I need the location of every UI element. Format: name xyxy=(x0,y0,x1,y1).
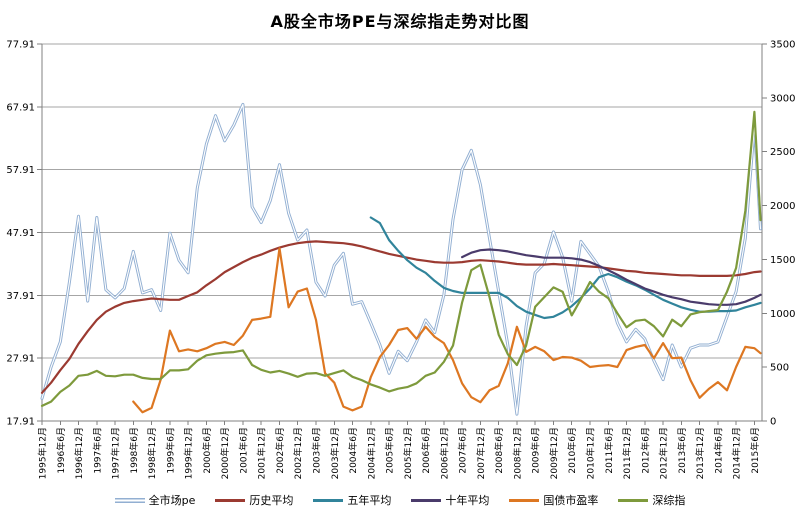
legend-item-hist-avg: 历史平均 xyxy=(215,492,293,508)
x-axis-label: 1998年12月 xyxy=(146,427,158,479)
x-axis-label: 2008年12月 xyxy=(511,427,523,479)
x-axis-label: 2007年6月 xyxy=(457,427,469,474)
x-axis-label: 2004年6月 xyxy=(347,427,359,474)
x-axis-label: 1995年12月 xyxy=(37,427,49,479)
series-line-avg-5y xyxy=(369,216,762,320)
x-axis-label: 2015年6月 xyxy=(749,427,761,474)
x-axis-label: 2007年12月 xyxy=(475,427,487,479)
left-axis-label: 37.91 xyxy=(6,291,35,302)
x-axis-label: 2014年6月 xyxy=(712,427,724,474)
left-axis-label: 57.91 xyxy=(6,165,35,176)
x-axis-label: 1996年12月 xyxy=(73,427,85,479)
x-axis-label: 2003年12月 xyxy=(329,427,341,479)
x-axis-label: 2012年12月 xyxy=(658,427,670,479)
x-axis-label: 2001年6月 xyxy=(237,427,249,474)
legend-label-bond-pe: 国债市盈率 xyxy=(543,494,599,507)
legend-swatch-avg-10y xyxy=(411,498,442,502)
right-axis-label: 1000 xyxy=(770,309,795,320)
right-axis-label: 2500 xyxy=(770,147,795,158)
x-axis-label: 1999年12月 xyxy=(183,427,195,479)
x-axis-label: 1999年6月 xyxy=(164,427,176,474)
series-line-market-pe-inner xyxy=(41,103,762,415)
legend-item-avg-10y: 十年平均 xyxy=(411,492,489,508)
left-axis-label: 77.91 xyxy=(6,40,35,51)
x-axis-label: 2010年12月 xyxy=(585,427,597,479)
legend-swatch-avg-5y xyxy=(313,498,344,502)
x-axis-label: 2002年12月 xyxy=(292,427,304,479)
x-axis-label: 2006年12月 xyxy=(438,427,450,479)
x-axis-label: 2009年12月 xyxy=(548,427,560,479)
x-axis-label: 2005年6月 xyxy=(384,427,396,474)
legend-label-market-pe: 全市场pe xyxy=(148,494,196,507)
legend-label-szcomp: 深综指 xyxy=(652,494,686,507)
legend-swatch-szcomp xyxy=(618,498,649,502)
x-axis-label: 1997年12月 xyxy=(110,427,122,479)
x-axis-label: 2001年12月 xyxy=(256,427,268,479)
x-axis-label: 2008年6月 xyxy=(493,427,505,474)
x-axis-label: 2013年12月 xyxy=(694,427,706,479)
x-axis-label: 2011年12月 xyxy=(621,427,633,479)
legend-swatch-market-pe xyxy=(114,497,145,503)
series-line-szcomp xyxy=(40,110,762,407)
legend-item-market-pe: 全市场pe xyxy=(114,492,196,508)
right-axis-label: 2000 xyxy=(770,201,795,212)
x-axis-label: 1996年6月 xyxy=(55,427,67,474)
x-axis-label: 2006年6月 xyxy=(420,427,432,474)
legend-item-szcomp: 深综指 xyxy=(618,492,685,508)
chart-title: A股全市场PE与深综指走势对比图 xyxy=(270,12,530,31)
x-axis-label: 2005年12月 xyxy=(402,427,414,479)
x-axis-label: 2000年6月 xyxy=(201,427,213,474)
legend-swatch-hist-avg xyxy=(215,498,246,502)
x-axis-label: 2010年6月 xyxy=(566,427,578,474)
right-axis-label: 3500 xyxy=(770,40,795,51)
x-axis-label: 2012年6月 xyxy=(639,427,651,474)
x-axis-label: 1997年6月 xyxy=(91,427,103,474)
right-axis-label: 0 xyxy=(770,417,776,428)
legend-item-bond-pe: 国债市盈率 xyxy=(509,492,598,508)
left-axis-label: 67.91 xyxy=(6,102,35,113)
right-axis-label: 3000 xyxy=(770,93,795,104)
x-axis-label: 1998年6月 xyxy=(128,427,140,474)
x-axis-label: 2013年6月 xyxy=(676,427,688,474)
left-axis-label: 47.91 xyxy=(6,228,35,239)
x-axis-label: 2004年12月 xyxy=(365,427,377,479)
legend-label-avg-5y: 五年平均 xyxy=(347,494,392,507)
left-axis-label: 17.91 xyxy=(6,417,35,428)
chart-legend: 全市场pe 历史平均 五年平均 十年平均 国债市盈率 深综指 xyxy=(0,492,800,508)
right-axis-label: 1500 xyxy=(770,255,795,266)
x-axis-label: 2000年12月 xyxy=(219,427,231,479)
x-axis-label: 2003年6月 xyxy=(311,427,323,474)
series-line-hist-avg xyxy=(40,240,762,394)
right-axis-label: 500 xyxy=(770,363,789,374)
legend-label-hist-avg: 历史平均 xyxy=(249,494,294,507)
legend-item-avg-5y: 五年平均 xyxy=(313,492,391,508)
x-axis-label: 2011年6月 xyxy=(603,427,615,474)
x-axis-label: 2009年6月 xyxy=(530,427,542,474)
legend-swatch-bond-pe xyxy=(509,498,540,502)
x-axis-label: 2002年6月 xyxy=(274,427,286,474)
series-line-market-pe xyxy=(40,102,762,416)
x-axis-label: 2014年12月 xyxy=(731,427,743,479)
legend-label-avg-10y: 十年平均 xyxy=(445,494,490,507)
left-axis-label: 27.91 xyxy=(6,354,35,365)
series-line-avg-10y xyxy=(461,248,762,306)
